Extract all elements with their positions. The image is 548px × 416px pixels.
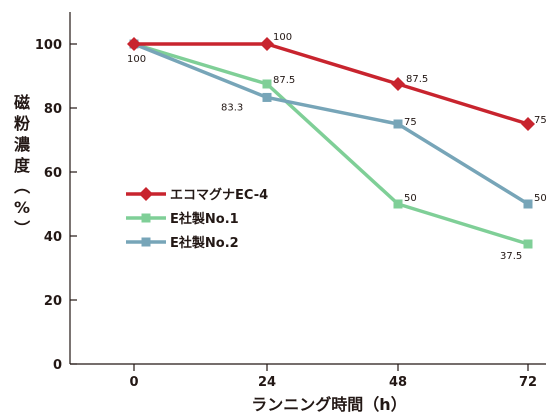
data-point (393, 119, 403, 129)
data-point (391, 77, 405, 91)
data-label: 87.5 (273, 75, 295, 86)
data-point (393, 199, 403, 209)
x-tick-label: 24 (258, 375, 276, 390)
y-tick-label: 20 (44, 294, 62, 309)
x-tick-label: 48 (389, 375, 407, 390)
legend-item: E社製No.2 (126, 235, 239, 251)
x-axis-title: ランニング時間（h） (251, 395, 406, 414)
series-line (133, 42, 529, 206)
data-label: 50 (534, 193, 547, 204)
legend-label: エコマグナEC-4 (170, 187, 268, 203)
data-point (521, 117, 535, 131)
x-tick-label: 0 (129, 375, 138, 390)
data-point (127, 37, 141, 51)
data-label: 100 (273, 32, 292, 43)
data-point (262, 79, 272, 89)
y-tick-label: 60 (44, 166, 62, 181)
y-axis-title-char: 磁 (14, 93, 30, 112)
data-point (260, 37, 274, 51)
y-axis-title-char: % (14, 198, 30, 217)
data-labels-layer: 87.5 50 37.5 100 83.3 75 50 100 87.5 75 (127, 32, 547, 262)
legend-label: E社製No.2 (170, 235, 239, 251)
data-label: 75 (404, 117, 417, 128)
data-label: 75 (534, 115, 547, 126)
data-label: 83.3 (221, 102, 243, 113)
legend-item: E社製No.1 (126, 211, 239, 227)
legend-label: E社製No.1 (170, 211, 239, 227)
data-label: 100 (127, 54, 146, 65)
data-point (262, 92, 272, 102)
y-tick-label: 80 (44, 102, 62, 117)
series-1 (127, 37, 535, 131)
legend: エコマグナEC-4 E社製No.1 E社製No.2 (126, 187, 268, 251)
y-axis-title-char: （ (12, 178, 31, 194)
data-point (523, 199, 533, 209)
series-layer (127, 37, 535, 249)
y-tick-label: 100 (35, 38, 62, 53)
y-tick-label: 0 (53, 358, 62, 373)
y-axis-title-char: 濃 (14, 135, 31, 154)
legend-marker (139, 187, 153, 201)
data-label: 37.5 (500, 251, 522, 262)
chart-axes: 0 20 40 60 80 100 0 24 48 72 (35, 12, 546, 390)
data-label: 87.5 (406, 74, 428, 85)
y-axis-title-char: 粉 (14, 114, 30, 133)
data-label: 50 (404, 193, 417, 204)
y-axis-title-char: 度 (14, 156, 31, 175)
y-axis-title-char: ） (12, 220, 31, 236)
x-tick-label: 72 (519, 375, 537, 390)
y-tick-label: 40 (44, 230, 62, 245)
data-point (523, 239, 533, 249)
legend-item: エコマグナEC-4 (126, 187, 268, 203)
legend-marker (141, 213, 151, 223)
legend-marker (141, 237, 151, 247)
series-line (133, 42, 529, 246)
series-line (134, 42, 529, 126)
